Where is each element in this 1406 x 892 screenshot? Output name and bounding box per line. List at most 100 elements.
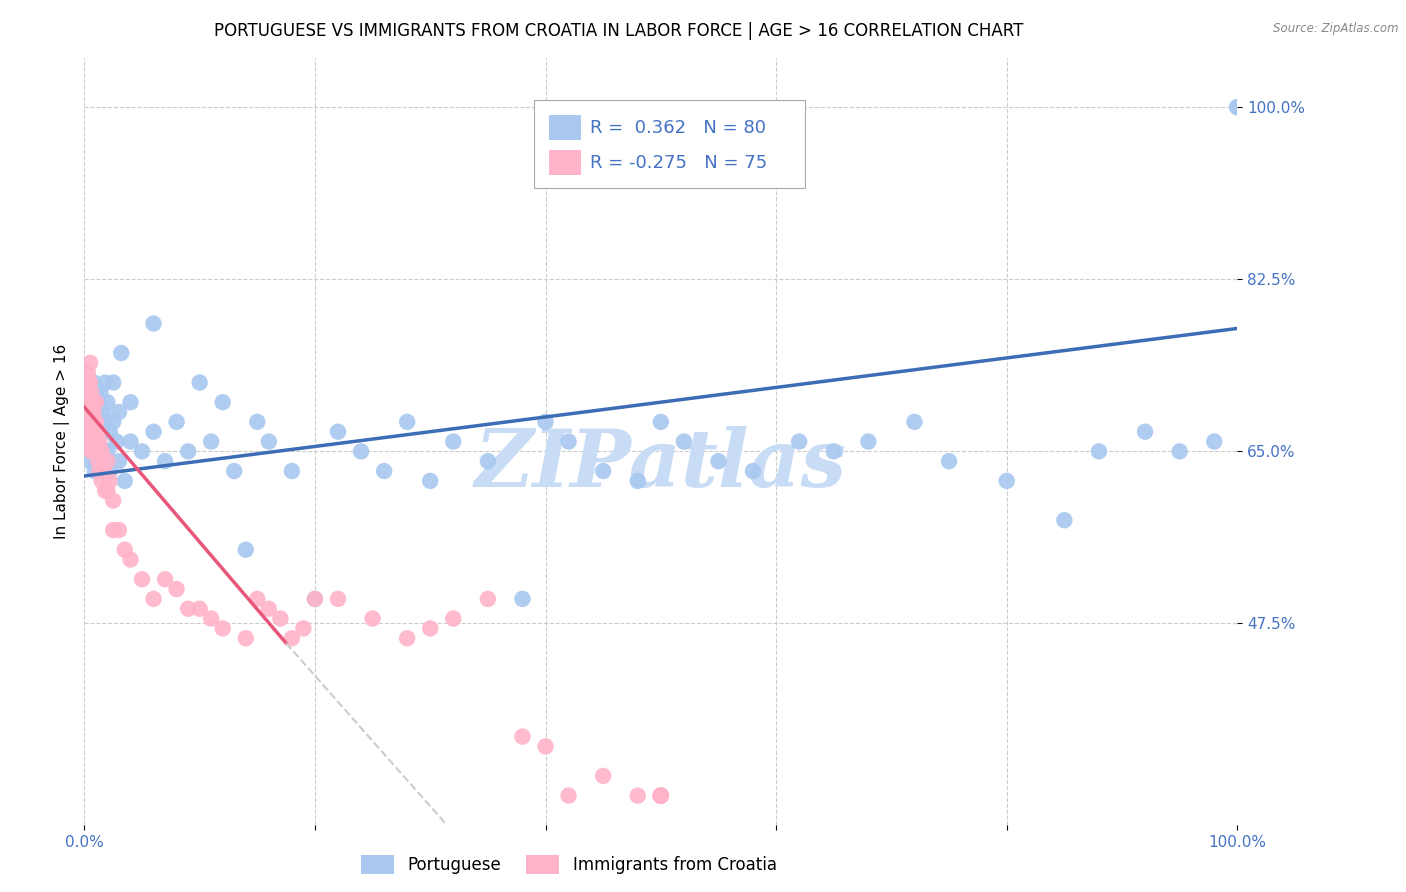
- Point: [823, 444, 845, 458]
- Point: [707, 454, 730, 468]
- Point: [995, 474, 1018, 488]
- Point: [90, 425, 112, 439]
- Point: [650, 789, 672, 803]
- Point: [77, 376, 100, 390]
- Point: [89, 434, 111, 449]
- Point: [1226, 100, 1249, 114]
- Point: [650, 789, 672, 803]
- Point: [89, 464, 111, 478]
- Point: [89, 464, 111, 478]
- Point: [142, 425, 165, 439]
- Point: [1053, 513, 1076, 527]
- Point: [326, 425, 349, 439]
- Point: [120, 395, 142, 409]
- Point: [82, 434, 104, 449]
- Point: [79, 454, 101, 468]
- Point: [361, 611, 384, 625]
- Point: [1204, 434, 1226, 449]
- Point: [1226, 100, 1249, 114]
- Point: [79, 434, 101, 449]
- Point: [84, 415, 107, 429]
- Point: [98, 425, 121, 439]
- Y-axis label: In Labor Force | Age > 16: In Labor Force | Age > 16: [55, 344, 70, 539]
- Point: [396, 632, 419, 646]
- Point: [120, 552, 142, 566]
- Point: [93, 444, 115, 458]
- Point: [188, 376, 211, 390]
- FancyBboxPatch shape: [534, 100, 806, 188]
- Point: [83, 464, 105, 478]
- Point: [200, 611, 222, 625]
- Point: [257, 601, 280, 615]
- Point: [82, 415, 104, 429]
- Point: [76, 366, 98, 380]
- Point: [87, 425, 110, 439]
- Point: [166, 582, 188, 596]
- Point: [108, 405, 131, 419]
- Point: [1133, 425, 1156, 439]
- Point: [858, 434, 880, 449]
- Point: [80, 385, 103, 400]
- Point: [557, 434, 579, 449]
- Point: [108, 454, 131, 468]
- Point: [419, 621, 441, 635]
- Point: [477, 591, 499, 606]
- Point: [350, 444, 373, 458]
- Point: [534, 739, 557, 754]
- Point: [211, 395, 233, 409]
- Point: [83, 376, 105, 390]
- Point: [787, 434, 810, 449]
- Point: [96, 454, 118, 468]
- Point: [108, 523, 131, 537]
- Point: [84, 425, 107, 439]
- Point: [211, 621, 233, 635]
- Point: [200, 434, 222, 449]
- Point: [142, 591, 165, 606]
- Point: [84, 385, 107, 400]
- Point: [396, 415, 419, 429]
- Point: [87, 395, 110, 409]
- Point: [82, 415, 104, 429]
- Point: [142, 317, 165, 331]
- Point: [103, 376, 124, 390]
- Point: [79, 356, 101, 370]
- Point: [224, 464, 246, 478]
- Text: R = -0.275   N = 75: R = -0.275 N = 75: [591, 154, 768, 172]
- Point: [592, 464, 614, 478]
- Point: [79, 395, 101, 409]
- Point: [304, 591, 326, 606]
- Point: [672, 434, 695, 449]
- Point: [153, 454, 176, 468]
- Point: [592, 769, 614, 783]
- Point: [419, 474, 441, 488]
- Point: [79, 425, 101, 439]
- Point: [90, 444, 112, 458]
- Text: PORTUGUESE VS IMMIGRANTS FROM CROATIA IN LABOR FORCE | AGE > 16 CORRELATION CHAR: PORTUGUESE VS IMMIGRANTS FROM CROATIA IN…: [214, 22, 1024, 40]
- Point: [82, 395, 104, 409]
- Point: [84, 454, 107, 468]
- Point: [246, 415, 269, 429]
- Point: [76, 405, 98, 419]
- Point: [80, 444, 103, 458]
- Point: [477, 454, 499, 468]
- Point: [96, 395, 118, 409]
- Point: [79, 376, 101, 390]
- Point: [131, 444, 153, 458]
- Point: [938, 454, 960, 468]
- Point: [103, 493, 124, 508]
- Point: [650, 789, 672, 803]
- Point: [650, 415, 672, 429]
- Point: [177, 444, 200, 458]
- Point: [83, 434, 105, 449]
- Point: [235, 542, 257, 557]
- Point: [326, 591, 349, 606]
- Point: [87, 434, 110, 449]
- Point: [627, 474, 650, 488]
- Point: [110, 346, 132, 360]
- Point: [91, 405, 114, 419]
- Point: [77, 415, 100, 429]
- Point: [903, 415, 925, 429]
- Point: [131, 572, 153, 586]
- Point: [441, 434, 464, 449]
- Point: [304, 591, 326, 606]
